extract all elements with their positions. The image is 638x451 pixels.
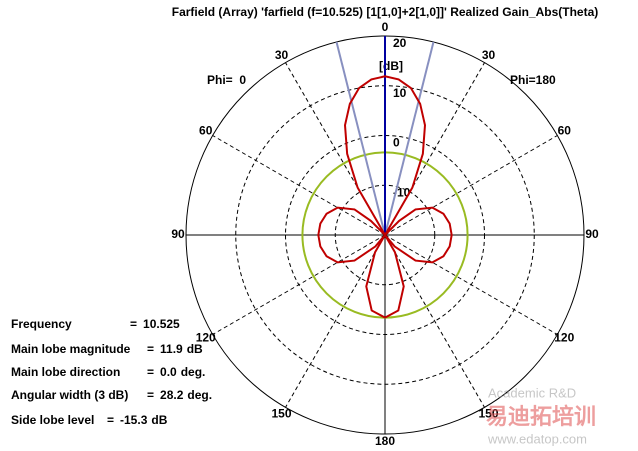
info-value: = 10.525	[130, 317, 180, 331]
info-label: Frequency	[11, 317, 72, 331]
info-label: Side lobe level	[11, 413, 94, 427]
info-label: Main lobe magnitude	[11, 342, 131, 356]
info-number: 28.2	[160, 388, 184, 402]
info-number: 0.0	[160, 365, 177, 379]
info-value: = 28.2 deg.	[147, 388, 212, 402]
angle-tick-label: 150	[271, 406, 291, 420]
angle-tick-label: 90	[171, 227, 185, 241]
angle-grid-line	[285, 234, 386, 408]
info-number: 10.525	[143, 317, 180, 331]
info-separator: =	[130, 317, 137, 331]
info-label: Main lobe direction	[11, 365, 120, 379]
angle-tick-label: 180	[375, 434, 395, 448]
beamwidth-line	[384, 41, 435, 236]
info-value: = 0.0 deg.	[147, 365, 205, 379]
left-label: Phi= 0	[207, 73, 246, 87]
right-label: Phi=180	[510, 73, 556, 87]
info-unit: dB	[151, 413, 167, 427]
info-separator: =	[107, 413, 114, 427]
angle-tick-label: 60	[558, 124, 572, 138]
watermark-text: www.edatop.com	[487, 431, 587, 446]
watermark: Academic R&D 易迪拓培训 www.edatop.com	[486, 385, 596, 446]
watermark-text: Academic R&D	[488, 385, 576, 400]
angle-grid-line	[384, 234, 485, 408]
info-label: Angular width (3 dB)	[11, 388, 128, 402]
info-unit: deg.	[181, 365, 206, 379]
r-tick-label: 20	[393, 36, 407, 50]
angle-tick-label: 150	[478, 406, 498, 420]
r-unit: [dB]	[379, 59, 403, 73]
r-grid-circle	[285, 135, 485, 335]
info-value: = -15.3 dB	[107, 413, 168, 427]
info-unit: dB	[187, 342, 203, 356]
angle-tick-label: 120	[196, 331, 216, 345]
angle-tick-label: 0	[382, 20, 389, 34]
watermark-text: 易迪拓培训	[486, 404, 596, 429]
r-tick-label: 0	[393, 136, 400, 150]
angle-tick-label: 30	[482, 48, 496, 62]
angle-grid-line	[384, 135, 558, 236]
info-unit: deg.	[187, 388, 212, 402]
angle-tick-label: 60	[199, 124, 213, 138]
info-number: 11.9	[160, 342, 183, 356]
r-tick-label: 10	[393, 86, 407, 100]
chart-title: Farfield (Array) 'farfield (f=10.525) [1…	[172, 5, 599, 19]
angle-tick-label: 30	[275, 48, 289, 62]
angle-tick-label: 120	[554, 331, 574, 345]
info-separator: =	[147, 388, 154, 402]
angle-tick-label: 90	[585, 227, 599, 241]
info-number: -15.3	[120, 413, 148, 427]
pattern-line	[317, 75, 453, 319]
info-separator: =	[147, 365, 154, 379]
info-value: = 11.9 dB	[147, 342, 203, 356]
beamwidth-line	[335, 41, 386, 236]
info-separator: =	[147, 342, 154, 356]
